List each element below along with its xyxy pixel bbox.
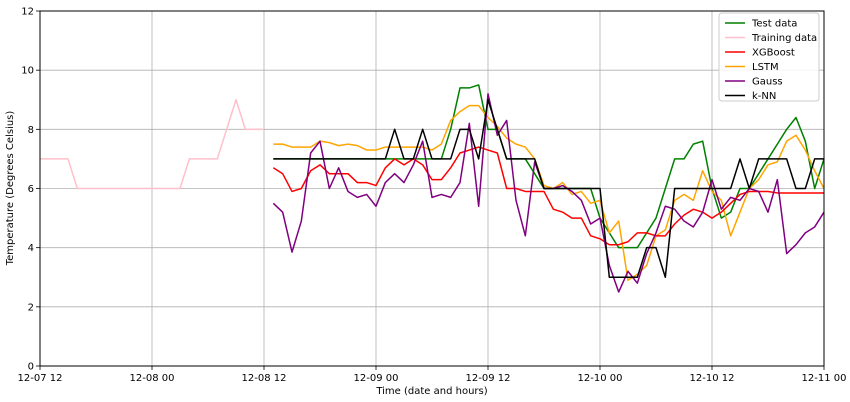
y-tick-label: 10: [21, 66, 34, 77]
y-tick-label: 6: [28, 184, 34, 195]
y-tick-label: 4: [28, 243, 34, 254]
series-line-lstm: [273, 104, 825, 281]
series-line-k-nn: [273, 99, 824, 278]
legend-label: XGBoost: [752, 48, 795, 59]
legend-label: k-NN: [752, 91, 776, 102]
series-layer: [40, 84, 825, 293]
legend-label: Test data: [751, 19, 797, 30]
x-axis-title: Time (date and hours): [375, 386, 487, 397]
y-tick-label: 12: [21, 7, 34, 18]
series-line-test-data: [273, 84, 825, 249]
x-tick-label: 12-07 12: [18, 373, 63, 384]
y-tick-label: 2: [28, 302, 34, 313]
y-tick-label: 8: [28, 125, 34, 136]
x-tick-label: 12-11 00: [802, 373, 847, 384]
series-line-xgboost: [272, 146, 824, 246]
x-tick-label: 12-09 12: [466, 373, 511, 384]
series-line-gauss: [272, 93, 825, 293]
x-tick-label: 12-08 00: [130, 373, 175, 384]
legend-label: LSTM: [752, 62, 779, 73]
ticks-layer: 0 2 4 6 8 10 12 12-07 12 12-08 00 12-08 12 12-09 0…: [18, 7, 847, 385]
legend-label: Training data: [751, 33, 817, 44]
x-tick-label: 12-08 12: [242, 373, 287, 384]
x-tick-label: 12-09 00: [354, 373, 399, 384]
legend-box: [718, 12, 820, 102]
x-tick-label: 12-10 00: [578, 373, 623, 384]
legend-label: Gauss: [752, 77, 783, 88]
legend: Test data Training data XGBoost LSTM Gauss k-…: [718, 12, 820, 102]
y-tick-label: 0: [28, 362, 34, 373]
y-axis-title: Temperature (Degrees Celsius): [5, 111, 16, 267]
x-tick-label: 12-10 12: [690, 373, 735, 384]
series-line-training-data: [40, 99, 264, 190]
